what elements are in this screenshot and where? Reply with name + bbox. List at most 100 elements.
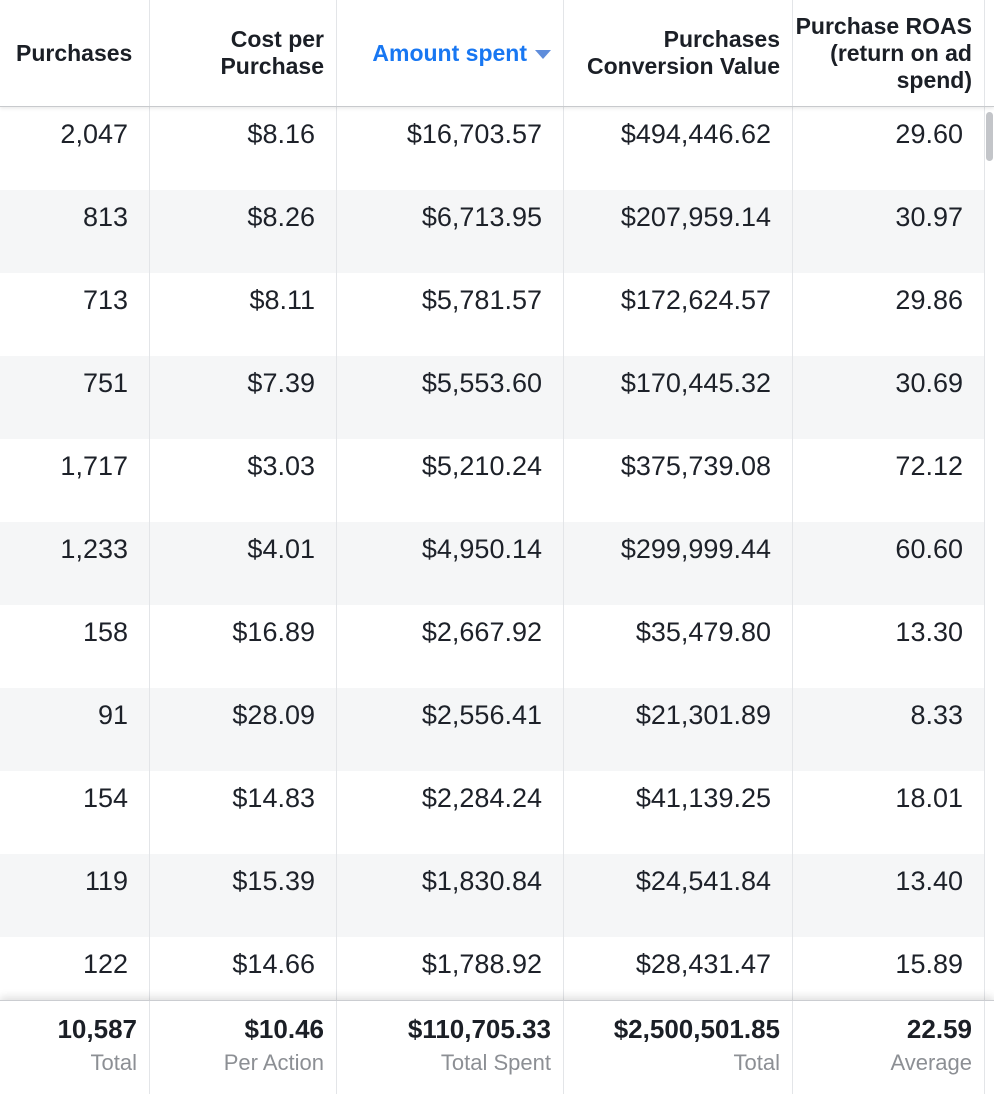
column-header-label: Purchases Conversion Value	[586, 26, 780, 79]
cell-purchases-conversion-value: $21,301.89	[564, 688, 793, 771]
footer-summary-purchases: 10,587 Total	[0, 1001, 150, 1094]
cell-purchases: 713	[0, 273, 150, 356]
cell-purchases-conversion-value: $299,999.44	[564, 522, 793, 605]
column-header-purchase-roas[interactable]: Purchase ROAS (return on ad spend)	[793, 0, 985, 106]
table-row: 154 $14.83 $2,284.24 $41,139.25 18.01	[0, 771, 985, 854]
column-header-label: Purchase ROAS (return on ad spend)	[795, 12, 972, 93]
column-header-label: Amount spent	[372, 39, 527, 66]
cell-purchase-roas: 30.97	[793, 190, 985, 273]
cell-amount-spent: $2,556.41	[337, 688, 564, 771]
footer-summary-label: Per Action	[223, 1050, 324, 1075]
cell-cost-per-purchase: $16.89	[150, 605, 337, 688]
cell-purchases-conversion-value: $35,479.80	[564, 605, 793, 688]
cell-purchase-roas: 8.33	[793, 688, 985, 771]
cell-purchase-roas: 72.12	[793, 439, 985, 522]
column-header-content: Cost per Purchase	[150, 26, 324, 80]
sort-descending-caret-icon	[535, 49, 551, 59]
cell-purchase-roas: 30.69	[793, 356, 985, 439]
cell-cost-per-purchase: $28.09	[150, 688, 337, 771]
table-row: 119 $15.39 $1,830.84 $24,541.84 13.40	[0, 854, 985, 937]
footer-summary-purchase-roas: 22.59 Average	[793, 1001, 985, 1094]
table-row: 2,047 $8.16 $16,703.57 $494,446.62 29.60	[0, 107, 985, 190]
cell-purchase-roas: 13.30	[793, 605, 985, 688]
footer-summary-value: $2,500,501.85	[613, 1014, 780, 1044]
footer-summary-value: $110,705.33	[407, 1014, 551, 1044]
cell-purchases: 119	[0, 854, 150, 937]
cell-amount-spent: $5,210.24	[337, 439, 564, 522]
cell-cost-per-purchase: $8.16	[150, 107, 337, 190]
cell-purchases-conversion-value: $170,445.32	[564, 356, 793, 439]
cell-purchases-conversion-value: $172,624.57	[564, 273, 793, 356]
cell-purchases: 813	[0, 190, 150, 273]
cell-cost-per-purchase: $3.03	[150, 439, 337, 522]
cell-cost-per-purchase: $15.39	[150, 854, 337, 937]
column-header-label: Purchases	[16, 39, 133, 66]
cell-cost-per-purchase: $7.39	[150, 356, 337, 439]
table-row: 813 $8.26 $6,713.95 $207,959.14 30.97	[0, 190, 985, 273]
footer-summary-label: Total	[733, 1050, 780, 1075]
table-row: 158 $16.89 $2,667.92 $35,479.80 13.30	[0, 605, 985, 688]
footer-summary-label: Total	[90, 1050, 137, 1075]
cell-amount-spent: $16,703.57	[337, 107, 564, 190]
footer-summary-value: 22.59	[906, 1014, 972, 1044]
footer-summary-purchases-conversion-value: $2,500,501.85 Total	[564, 1001, 793, 1094]
column-header-content: Purchases Conversion Value	[564, 26, 780, 80]
cell-amount-spent: $5,553.60	[337, 356, 564, 439]
column-header-content: Amount spent	[372, 40, 551, 67]
column-header-label: Cost per Purchase	[220, 26, 324, 79]
cell-purchases: 154	[0, 771, 150, 854]
cell-amount-spent: $4,950.14	[337, 522, 564, 605]
cell-purchases: 2,047	[0, 107, 150, 190]
cell-purchase-roas: 29.86	[793, 273, 985, 356]
column-header-purchases[interactable]: Purchases	[0, 0, 150, 106]
cell-amount-spent: $2,667.92	[337, 605, 564, 688]
cell-cost-per-purchase: $8.26	[150, 190, 337, 273]
column-header-purchases-conversion-value[interactable]: Purchases Conversion Value	[564, 0, 793, 106]
table-row: 1,717 $3.03 $5,210.24 $375,739.08 72.12	[0, 439, 985, 522]
cell-amount-spent: $1,830.84	[337, 854, 564, 937]
column-header-content: Purchases	[16, 40, 132, 67]
cell-purchase-roas: 15.89	[793, 937, 985, 1000]
footer-summary-label: Average	[890, 1050, 972, 1075]
cell-amount-spent: $5,781.57	[337, 273, 564, 356]
cell-purchase-roas: 18.01	[793, 771, 985, 854]
cell-purchases: 1,717	[0, 439, 150, 522]
cell-purchases: 158	[0, 605, 150, 688]
footer-summary-amount-spent: $110,705.33 Total Spent	[337, 1001, 564, 1094]
column-header-cost-per-purchase[interactable]: Cost per Purchase	[150, 0, 337, 106]
cell-cost-per-purchase: $14.83	[150, 771, 337, 854]
table-row: 122 $14.66 $1,788.92 $28,431.47 15.89	[0, 937, 985, 1000]
cell-purchases: 122	[0, 937, 150, 1000]
cell-purchases-conversion-value: $41,139.25	[564, 771, 793, 854]
cell-purchase-roas: 60.60	[793, 522, 985, 605]
footer-summary-value: $10.46	[244, 1014, 324, 1044]
cell-purchases-conversion-value: $494,446.62	[564, 107, 793, 190]
cell-cost-per-purchase: $4.01	[150, 522, 337, 605]
table-row: 91 $28.09 $2,556.41 $21,301.89 8.33	[0, 688, 985, 771]
vertical-scrollbar-thumb[interactable]	[986, 112, 993, 161]
cell-purchase-roas: 29.60	[793, 107, 985, 190]
table-body: 2,047 $8.16 $16,703.57 $494,446.62 29.60 813 $…	[0, 107, 994, 1000]
cell-amount-spent: $1,788.92	[337, 937, 564, 1000]
column-header-content: Purchase ROAS (return on ad spend)	[793, 13, 972, 94]
column-header-amount-spent[interactable]: Amount spent	[337, 0, 564, 106]
cell-purchases: 91	[0, 688, 150, 771]
footer-summary-label: Total Spent	[440, 1050, 551, 1075]
cell-amount-spent: $2,284.24	[337, 771, 564, 854]
cell-purchase-roas: 13.40	[793, 854, 985, 937]
table-row: 751 $7.39 $5,553.60 $170,445.32 30.69	[0, 356, 985, 439]
cell-cost-per-purchase: $14.66	[150, 937, 337, 1000]
table-footer-row: 10,587 Total $10.46 Per Action $110,705.33 To…	[0, 1000, 994, 1094]
table-header-row: Purchases Cost per Purchase Amount spent Pu…	[0, 0, 994, 107]
footer-summary-cost-per-purchase: $10.46 Per Action	[150, 1001, 337, 1094]
table-row: 713 $8.11 $5,781.57 $172,624.57 29.86	[0, 273, 985, 356]
cell-purchases-conversion-value: $375,739.08	[564, 439, 793, 522]
cell-cost-per-purchase: $8.11	[150, 273, 337, 356]
cell-purchases-conversion-value: $207,959.14	[564, 190, 793, 273]
footer-summary-value: 10,587	[57, 1014, 137, 1044]
cell-purchases-conversion-value: $28,431.47	[564, 937, 793, 1000]
cell-purchases: 751	[0, 356, 150, 439]
table-row: 1,233 $4.01 $4,950.14 $299,999.44 60.60	[0, 522, 985, 605]
cell-purchases-conversion-value: $24,541.84	[564, 854, 793, 937]
